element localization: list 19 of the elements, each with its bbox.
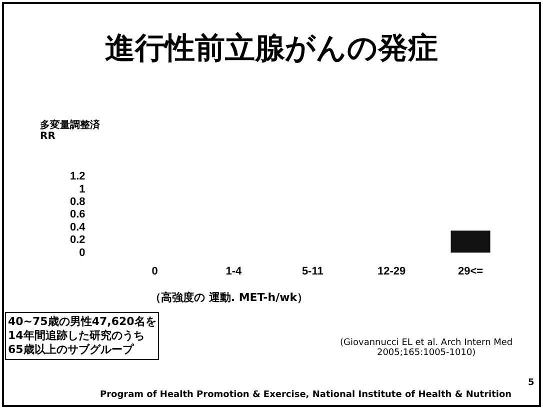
text: 5 — [528, 378, 534, 388]
y-tick-label: 0 — [79, 246, 86, 259]
y-tick-label: 0.2 — [70, 234, 86, 246]
x-tick-label: 29<= — [458, 265, 484, 278]
x-axis-title: （高強度の 運動. MET-h/wk） — [150, 290, 308, 305]
chart-title: 進行性前立腺がんの発症 — [104, 30, 439, 68]
text: (Giovannucci EL et al. Arch Intern Med 2005;165:1005-1010) — [340, 338, 513, 358]
y-tick-label: 0.6 — [70, 208, 86, 221]
x-tick-label: 5-11 — [302, 265, 324, 278]
text: 40~75歳の男性47,620名を 14年間追跡した研究のうち 65歳以上のサブグループ — [5, 312, 160, 360]
y-tick-label: 0.4 — [70, 221, 86, 234]
y-tick-label: 0.8 — [70, 196, 86, 208]
x-tick-label: 12-29 — [378, 265, 406, 278]
y-axis-title: 多変量調整済RR — [40, 120, 100, 142]
text: Program of Health Promotion & Exercise, National Institute of Health & Nutrition — [100, 390, 512, 400]
y-tick-label: 1.2 — [70, 170, 86, 183]
x-tick-label: 0 — [152, 265, 158, 278]
y-tick-label: 1 — [79, 183, 86, 196]
x-tick-label: 1-4 — [226, 265, 243, 278]
